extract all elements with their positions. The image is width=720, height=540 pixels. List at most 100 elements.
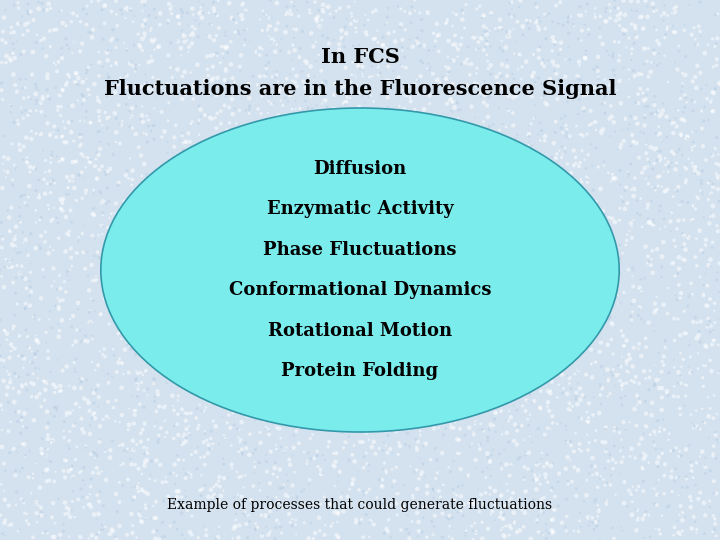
Point [336,253,347,261]
Point [89,252,100,260]
Point [592,244,603,253]
Point [494,380,505,388]
Point [564,55,575,64]
Point [482,437,493,445]
Point [596,384,608,393]
Point [674,404,685,413]
Point [253,181,265,190]
Point [631,392,643,400]
Point [648,7,660,16]
Point [616,126,628,134]
Point [545,462,557,470]
Point [41,445,53,454]
Point [555,38,567,47]
Point [500,522,511,530]
Point [511,169,523,178]
Point [455,507,467,515]
Point [680,165,692,173]
Point [600,446,612,454]
Point [356,187,367,195]
Point [672,315,684,323]
Point [606,318,617,327]
Point [558,356,570,365]
Point [53,387,65,396]
Point [7,278,19,287]
Point [480,473,492,482]
Point [151,299,163,308]
Point [221,126,233,134]
Point [433,261,444,270]
Point [500,153,512,161]
Point [450,360,462,369]
Point [593,507,604,515]
Point [648,98,660,107]
Point [147,37,158,46]
Point [546,486,557,495]
Point [159,224,171,233]
Point [297,298,308,307]
Point [182,210,194,219]
Point [479,77,490,85]
Point [174,176,186,185]
Point [94,98,106,106]
Point [320,349,331,358]
Point [187,176,199,185]
Point [495,513,506,522]
Point [527,165,539,173]
Point [585,337,597,346]
Point [122,325,134,333]
Point [513,273,524,282]
Point [494,15,505,24]
Point [298,485,310,494]
Point [10,501,22,509]
Point [467,276,478,285]
Point [604,450,616,459]
Point [610,313,621,321]
Point [265,22,276,30]
Point [322,202,333,211]
Point [473,348,485,357]
Point [570,392,582,401]
Point [390,37,401,46]
Point [703,412,714,421]
Point [210,91,222,100]
Point [325,522,337,530]
Point [588,525,600,534]
Point [402,372,414,381]
Point [130,204,142,213]
Point [81,66,93,75]
Point [557,86,568,95]
Point [24,181,35,190]
Point [538,56,549,64]
Point [564,132,575,140]
Point [192,357,203,366]
Point [507,328,518,337]
Point [0,132,10,140]
Point [462,43,474,51]
Point [7,325,19,333]
Point [156,172,168,180]
Point [146,355,158,363]
Point [240,511,252,520]
Point [628,343,639,352]
Point [712,185,720,193]
Point [87,468,99,477]
Point [586,373,598,382]
Point [544,211,555,219]
Point [258,416,270,425]
Point [148,260,160,269]
Point [124,122,135,131]
Point [697,248,708,257]
Point [227,110,238,118]
Point [176,171,188,180]
Point [10,289,22,298]
Point [278,145,289,153]
Point [364,273,375,282]
Point [179,409,191,417]
Point [560,132,572,140]
Point [546,483,558,492]
Point [102,56,113,65]
Point [322,413,333,422]
Point [503,91,515,100]
Point [207,154,219,163]
